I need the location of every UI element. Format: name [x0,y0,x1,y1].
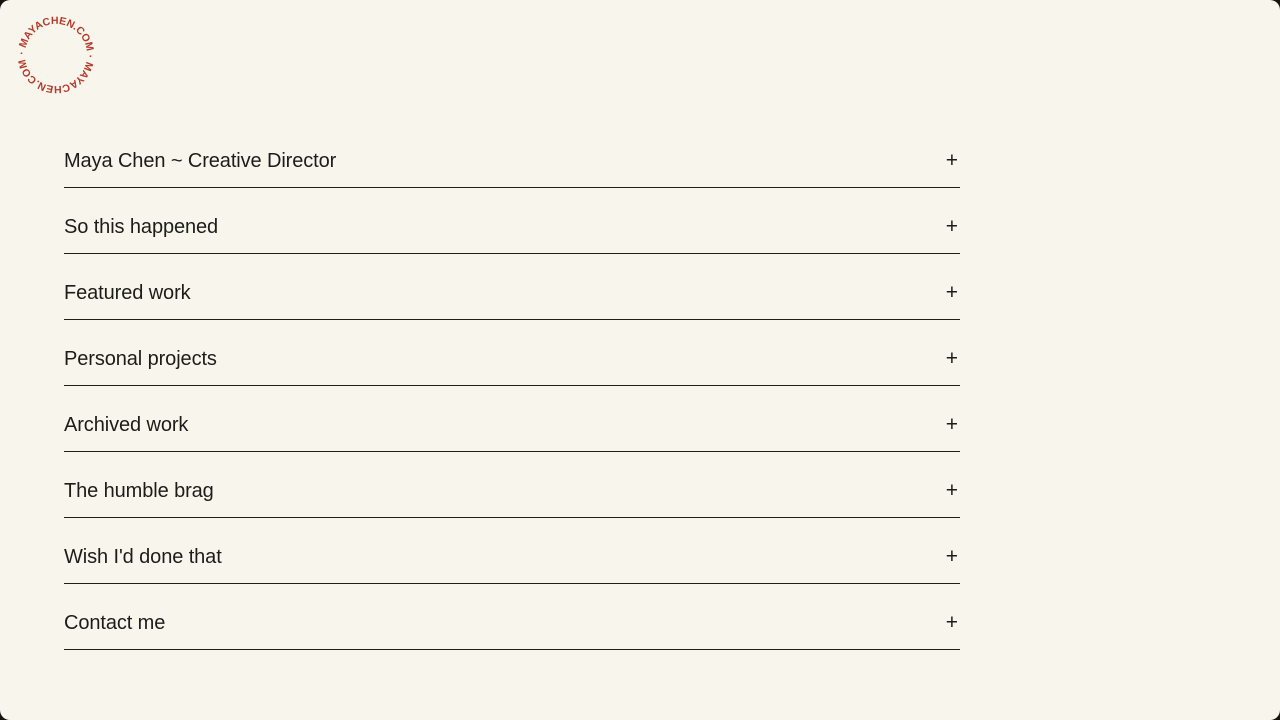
accordion-label: Featured work [64,282,191,304]
accordion-label: Archived work [64,414,189,436]
svg-text:· MAYACHEN.COM · MAYACHEN.COM: · MAYACHEN.COM · MAYACHEN.COM [16,15,96,95]
logo-circular-text: · MAYACHEN.COM · MAYACHEN.COM [16,15,95,95]
accordion-label: The humble brag [64,480,214,502]
plus-icon[interactable]: + [945,215,958,238]
plus-icon[interactable]: + [945,611,958,634]
accordion-row[interactable]: Contact me + [64,584,960,650]
accordion-label: Maya Chen ~ Creative Director [64,150,337,172]
plus-icon[interactable]: + [945,413,958,436]
accordion-row[interactable]: Wish I'd done that + [64,518,960,584]
plus-icon[interactable]: + [945,281,958,304]
accordion-label: Wish I'd done that [64,546,222,568]
accordion-row[interactable]: The humble brag + [64,452,960,518]
circular-stamp-icon: · MAYACHEN.COM · MAYACHEN.COM [16,15,96,95]
accordion-label: Personal projects [64,348,217,370]
accordion-row[interactable]: Archived work + [64,386,960,452]
plus-icon[interactable]: + [945,479,958,502]
accordion-label: Contact me [64,612,166,634]
plus-icon[interactable]: + [945,545,958,568]
accordion-row[interactable]: Featured work + [64,254,960,320]
accordion-label: So this happened [64,216,219,238]
accordion-row[interactable]: Personal projects + [64,320,960,386]
site-logo: · MAYACHEN.COM · MAYACHEN.COM [12,11,100,99]
accordion-row[interactable]: So this happened + [64,188,960,254]
plus-icon[interactable]: + [945,149,958,172]
accordion-row[interactable]: Maya Chen ~ Creative Director + [64,122,960,188]
accordion-menu: Maya Chen ~ Creative Director + So this … [64,122,960,650]
plus-icon[interactable]: + [945,347,958,370]
